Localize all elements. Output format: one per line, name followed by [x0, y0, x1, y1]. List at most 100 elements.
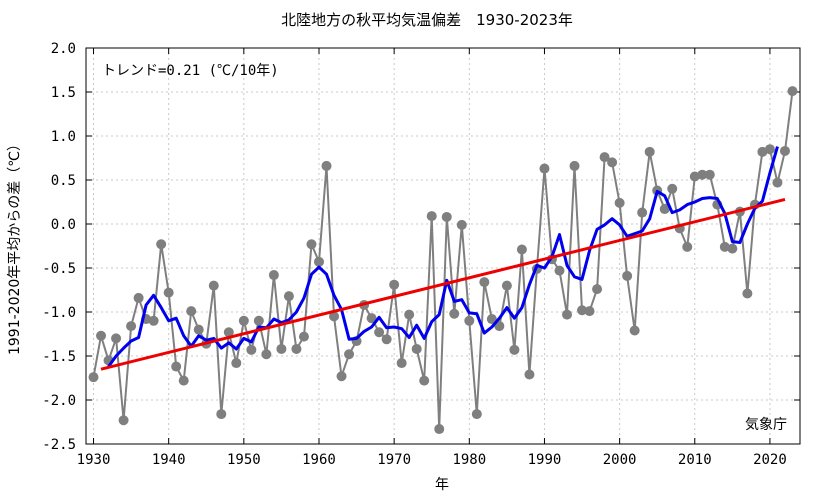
- annual-anomaly-point: [396, 358, 407, 369]
- annual-anomaly-point: [562, 309, 573, 320]
- annual-anomaly-point: [404, 309, 415, 320]
- y-tick-label: 1.0: [51, 129, 76, 145]
- annual-anomaly-point: [727, 243, 738, 254]
- x-tick-label: 2020: [753, 452, 787, 468]
- x-tick-label: 1970: [377, 452, 411, 468]
- annual-anomaly-point: [193, 324, 204, 335]
- series-layer: [88, 86, 798, 435]
- annual-anomaly-point: [171, 361, 182, 372]
- annual-anomaly-point: [599, 152, 610, 163]
- annual-anomaly-point: [441, 211, 452, 222]
- annual-anomaly-point: [689, 171, 700, 182]
- trend-line: [100, 197, 786, 371]
- y-tick-label: 0.0: [51, 217, 76, 233]
- annual-anomaly-point: [486, 314, 497, 325]
- annual-anomaly-point: [246, 344, 257, 355]
- y-tick-label: -2.5: [42, 437, 76, 453]
- annual-anomaly-point: [644, 146, 655, 157]
- x-tick-label: 2010: [678, 452, 712, 468]
- trend-annotation: トレンド=0.21 (℃/10年): [102, 63, 279, 79]
- x-tick-label: 1940: [152, 452, 186, 468]
- annual-anomaly-point: [321, 160, 332, 171]
- annual-anomaly-point: [569, 160, 580, 171]
- y-axis-label: 1991-2020年平均からの差（℃）: [7, 137, 23, 355]
- annual-anomaly-point: [426, 211, 437, 222]
- annual-anomaly-point: [524, 369, 535, 380]
- annual-anomaly-point: [366, 313, 377, 324]
- annual-anomaly-point: [148, 315, 159, 326]
- y-tick-label: -1.5: [42, 349, 76, 365]
- annual-anomaly-point: [268, 270, 279, 281]
- annual-anomaly-point: [682, 241, 693, 252]
- annual-anomaly-point: [163, 287, 174, 298]
- x-tick-label: 1960: [302, 452, 336, 468]
- annual-anomaly-point: [118, 415, 129, 426]
- annual-anomaly-point: [629, 325, 640, 336]
- annual-anomaly-point: [667, 183, 678, 194]
- annual-anomaly-point: [659, 204, 670, 215]
- annual-anomaly-point: [216, 409, 227, 420]
- annual-anomaly-point: [742, 288, 753, 299]
- annual-anomaly-point: [494, 321, 505, 332]
- annual-anomaly-point: [697, 169, 708, 180]
- annual-anomaly-point: [291, 343, 302, 354]
- y-tick-label: 1.5: [51, 85, 76, 101]
- annual-anomaly-point: [719, 241, 730, 252]
- y-tick-label: -2.0: [42, 393, 76, 409]
- annual-anomaly-point: [622, 270, 633, 281]
- annual-anomaly-point: [329, 311, 340, 322]
- x-tick-label: 1950: [227, 452, 261, 468]
- annual-anomaly-point: [261, 349, 272, 360]
- annual-anomaly-point: [344, 349, 355, 360]
- annual-anomaly-point: [389, 279, 400, 290]
- annual-anomaly-point: [411, 343, 422, 354]
- annual-anomaly-point: [381, 334, 392, 345]
- chart-title: 北陸地方の秋平均気温偏差 1930-2023年: [281, 11, 573, 29]
- annual-anomaly-point: [779, 145, 790, 156]
- plot-frame: [85, 47, 801, 445]
- annual-anomaly-point: [253, 315, 264, 326]
- annual-anomaly-point: [186, 306, 197, 317]
- annual-anomaly-point: [592, 284, 603, 295]
- annual-anomaly-point: [509, 344, 520, 355]
- axis-ticks: -2.5 -2.0 -1.5 -1.0 -0.5 0.0 0.5 1.0 1.5 2.0 1930 1…: [42, 41, 800, 468]
- annual-anomaly-point: [757, 146, 768, 157]
- annual-anomaly-point: [276, 343, 287, 354]
- annual-anomaly-point: [479, 277, 490, 288]
- annual-anomaly-point: [283, 291, 294, 302]
- annual-anomaly-point: [208, 280, 219, 291]
- moving-average-line: [107, 146, 779, 368]
- annual-anomaly-point: [764, 144, 775, 155]
- annual-anomaly-point: [516, 244, 527, 255]
- annual-anomaly-point: [704, 169, 715, 180]
- annual-anomaly-line: [92, 90, 794, 430]
- annual-anomaly-point: [88, 372, 99, 383]
- annual-anomaly-point: [419, 375, 430, 386]
- x-tick-label: 1930: [77, 452, 111, 468]
- y-tick-label: -1.0: [42, 305, 76, 321]
- annual-anomaly-point: [223, 327, 234, 338]
- annual-anomaly-point: [178, 375, 189, 386]
- annual-anomaly-point: [238, 315, 249, 326]
- annual-anomaly-point: [126, 321, 137, 332]
- annual-anomaly-point: [336, 371, 347, 382]
- y-tick-label: 2.0: [51, 41, 76, 57]
- annual-anomaly-point: [313, 256, 324, 267]
- annual-anomaly-point: [156, 239, 167, 250]
- annual-anomaly-point: [231, 358, 242, 369]
- annual-anomaly-point: [298, 331, 309, 342]
- annual-anomaly-point: [501, 280, 512, 291]
- annual-anomaly-point: [111, 333, 122, 344]
- annual-anomaly-point: [449, 308, 460, 319]
- x-tick-label: 1990: [528, 452, 562, 468]
- annual-anomaly-point: [577, 305, 588, 316]
- annual-anomaly-point: [554, 265, 565, 276]
- annual-anomaly-point: [539, 163, 550, 174]
- annual-anomaly-point: [471, 409, 482, 420]
- annual-anomaly-point: [306, 239, 317, 250]
- annual-anomaly-point: [787, 86, 798, 97]
- annual-anomaly-point: [614, 197, 625, 208]
- annual-anomaly-point: [133, 292, 144, 303]
